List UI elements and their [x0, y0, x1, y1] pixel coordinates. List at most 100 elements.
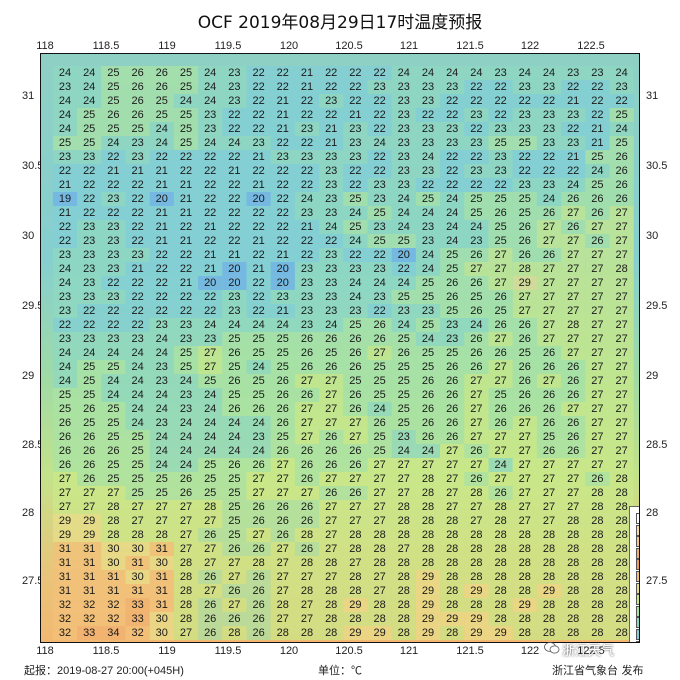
temp-cell [222, 290, 247, 304]
temp-cell [561, 388, 586, 402]
temp-cell [319, 402, 344, 416]
temp-cell [222, 94, 247, 108]
temp-value: 22 [252, 67, 264, 79]
temp-value: 22 [204, 151, 216, 163]
temp-cell [125, 332, 150, 346]
temp-cell [222, 276, 247, 290]
temp-cell [270, 346, 295, 360]
temp-cell [415, 402, 441, 416]
temp-value: 26 [252, 515, 264, 527]
temp-value: 28 [543, 529, 555, 541]
temp-value: 25 [107, 67, 119, 79]
temp-value: 23 [180, 319, 192, 331]
temp-cell [536, 374, 562, 388]
temp-value: 31 [107, 585, 119, 597]
temp-cell [367, 402, 392, 416]
temp-cell [512, 220, 537, 234]
temp-value: 23 [398, 123, 410, 135]
temp-value: 23 [373, 263, 385, 275]
temp-cell [536, 234, 562, 248]
temp-value: 21 [131, 165, 143, 177]
temp-value: 22 [567, 81, 579, 93]
temp-cell [440, 178, 465, 192]
temp-value: 28 [543, 557, 555, 569]
temp-value: 23 [180, 403, 192, 415]
temp-cell [440, 192, 465, 206]
temp-cell [222, 402, 247, 416]
temp-value: 25 [373, 235, 385, 247]
temp-value: 26 [277, 515, 289, 527]
temp-value: 23 [567, 67, 579, 79]
temp-value: 27 [470, 263, 482, 275]
temp-cell [512, 318, 537, 332]
temp-value: 23 [301, 263, 313, 275]
temp-value: 24 [204, 137, 216, 149]
temp-cell [488, 108, 513, 122]
temp-cell [173, 416, 199, 430]
temp-value: 26 [494, 291, 506, 303]
temp-cell [585, 402, 610, 416]
temp-value: 26 [591, 235, 603, 247]
temp-value: 32 [59, 627, 71, 639]
temp-cell [464, 374, 489, 388]
temp-value: 28 [519, 571, 531, 583]
temp-value: 27 [325, 543, 337, 555]
temp-value: 29 [83, 515, 95, 527]
temp-value: 24 [204, 95, 216, 107]
temp-cell [512, 164, 537, 178]
temp-value: 27 [156, 501, 168, 513]
temp-value: 21 [156, 235, 168, 247]
temp-cell [585, 430, 610, 444]
temp-value: 23 [156, 417, 168, 429]
temp-cell [488, 360, 513, 374]
temp-value: 22 [591, 95, 603, 107]
temp-value: 22 [83, 207, 95, 219]
temp-value: 23 [325, 291, 337, 303]
temp-cell [561, 276, 586, 290]
temp-value: 29 [470, 627, 482, 639]
temp-value: 26 [301, 445, 313, 457]
temp-value: 26 [349, 361, 361, 373]
temp-cell [149, 360, 174, 374]
temp-value: 26 [470, 445, 482, 457]
temp-cell [77, 234, 102, 248]
temp-value: 22 [59, 165, 71, 177]
temp-value: 24 [83, 81, 95, 93]
temp-cell [270, 444, 295, 458]
temp-cell [440, 164, 465, 178]
temp-value: 26 [543, 445, 555, 457]
temp-cell [294, 136, 320, 150]
temp-value: 23 [228, 95, 240, 107]
temp-value: 27 [277, 543, 289, 555]
temp-cell [149, 444, 174, 458]
temp-value: 27 [591, 389, 603, 401]
temp-cell [488, 388, 513, 402]
temp-value: 21 [228, 165, 240, 177]
temp-cell [101, 304, 126, 318]
temp-cell [319, 178, 344, 192]
temp-cell [52, 430, 78, 444]
temp-value: 22 [519, 151, 531, 163]
temp-cell [101, 416, 126, 430]
temp-value: 25 [180, 67, 192, 79]
temp-value: 27 [519, 501, 531, 513]
temp-cell [173, 304, 199, 318]
temp-cell [367, 150, 392, 164]
temp-value: 22 [373, 123, 385, 135]
temp-value: 25 [156, 109, 168, 121]
temp-value: 22 [349, 179, 361, 191]
legend-entry: 30 [636, 581, 639, 594]
temp-value: 26 [446, 417, 458, 429]
temp-cell [77, 192, 102, 206]
temperature-map[interactable]: 24 24 25 26 26 25 24 23 22 22 21 22 22 22 24 24 24 24 23 24… [40, 53, 640, 643]
temp-value: 22 [131, 207, 143, 219]
temp-value: 27 [615, 235, 627, 247]
temp-value: 28 [422, 529, 434, 541]
temp-cell [246, 262, 271, 276]
temp-cell [270, 136, 295, 150]
temp-value: 24 [180, 95, 192, 107]
temp-value: 26 [180, 473, 192, 485]
temp-value: 27 [398, 459, 410, 471]
temp-cell [343, 374, 368, 388]
temp-cell [319, 80, 344, 94]
